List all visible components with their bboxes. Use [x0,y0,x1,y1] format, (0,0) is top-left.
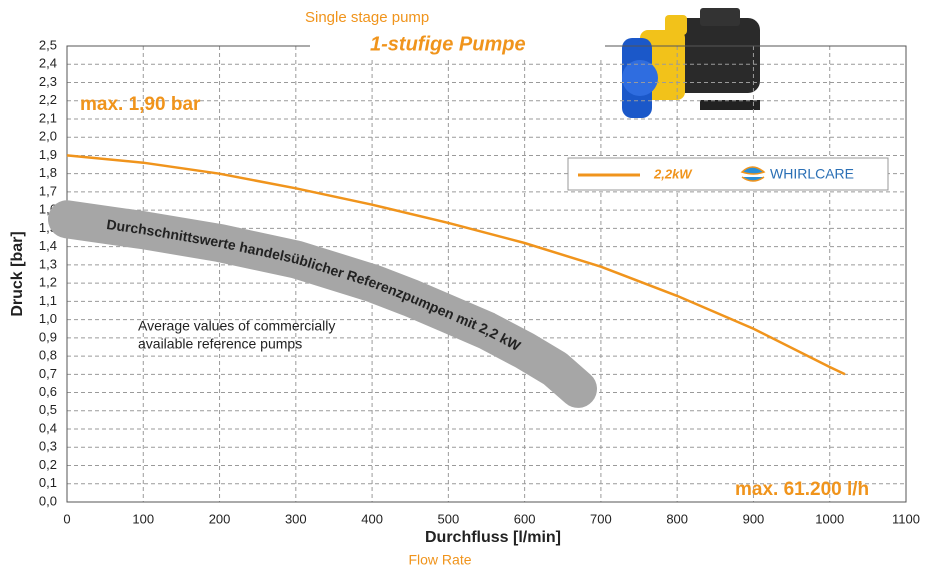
y-tick-label: 0,7 [39,366,57,381]
y-tick-label: 0,5 [39,402,57,417]
x-tick-label: 500 [438,511,460,526]
y-tick-label: 0,1 [39,475,57,490]
y-tick-label: 1,2 [39,275,57,290]
chart-subtitle: Single stage pump [305,9,429,26]
y-tick-label: 0,0 [39,493,57,508]
y-tick-label: 1,7 [39,183,57,198]
y-tick-label: 0,8 [39,348,57,363]
reference-band [48,200,597,408]
x-tick-label: 400 [361,511,383,526]
x-tick-label: 200 [209,511,231,526]
brand-logo [740,166,766,182]
reference-note: available reference pumps [138,336,302,352]
chart-title: 1-stufige Pumpe [370,33,526,55]
x-tick-label: 100 [132,511,154,526]
y-tick-label: 2,4 [39,56,57,71]
y-tick-label: 0,6 [39,384,57,399]
y-tick-label: 2,2 [39,92,57,107]
title-background [310,32,605,59]
x-tick-label: 800 [666,511,688,526]
y-tick-label: 2,1 [39,110,57,125]
y-tick-label: 0,9 [39,329,57,344]
y-tick-label: 2,3 [39,74,57,89]
x-tick-label: 600 [514,511,536,526]
x-tick-label: 900 [743,511,765,526]
x-tick-label: 300 [285,511,307,526]
y-tick-label: 1,4 [39,238,57,253]
y-tick-label: 0,4 [39,420,57,435]
x-tick-label: 1000 [815,511,844,526]
y-tick-label: 2,0 [39,129,57,144]
x-tick-label: 1100 [892,511,920,526]
y-tick-label: 1,9 [39,147,57,162]
y-tick-label: 1,0 [39,311,57,326]
y-tick-label: 1,1 [39,293,57,308]
y-axis-label: Druck [bar] [9,231,26,316]
y-tick-label: 0,2 [39,457,57,472]
reference-note: Average values of commercially [138,318,335,334]
max-flow: max. 61.200 l/h [735,479,869,500]
x-axis-label-en: Flow Rate [408,552,471,568]
y-tick-label: 2,5 [39,37,57,52]
x-tick-label: 700 [590,511,612,526]
y-tick-label: 1,8 [39,165,57,180]
y-tick-label: 1,3 [39,256,57,271]
legend-label: 2,2kW [653,166,693,181]
y-tick-label: 0,3 [39,439,57,454]
line [66,154,846,376]
max-pressure: max. 1,90 bar [80,94,201,115]
pump-image [622,8,760,118]
x-tick-label: 0 [63,511,70,526]
x-axis-label: Durchfluss [l/min] [425,529,561,546]
legend-brand: WHIRLCARE [770,166,854,182]
